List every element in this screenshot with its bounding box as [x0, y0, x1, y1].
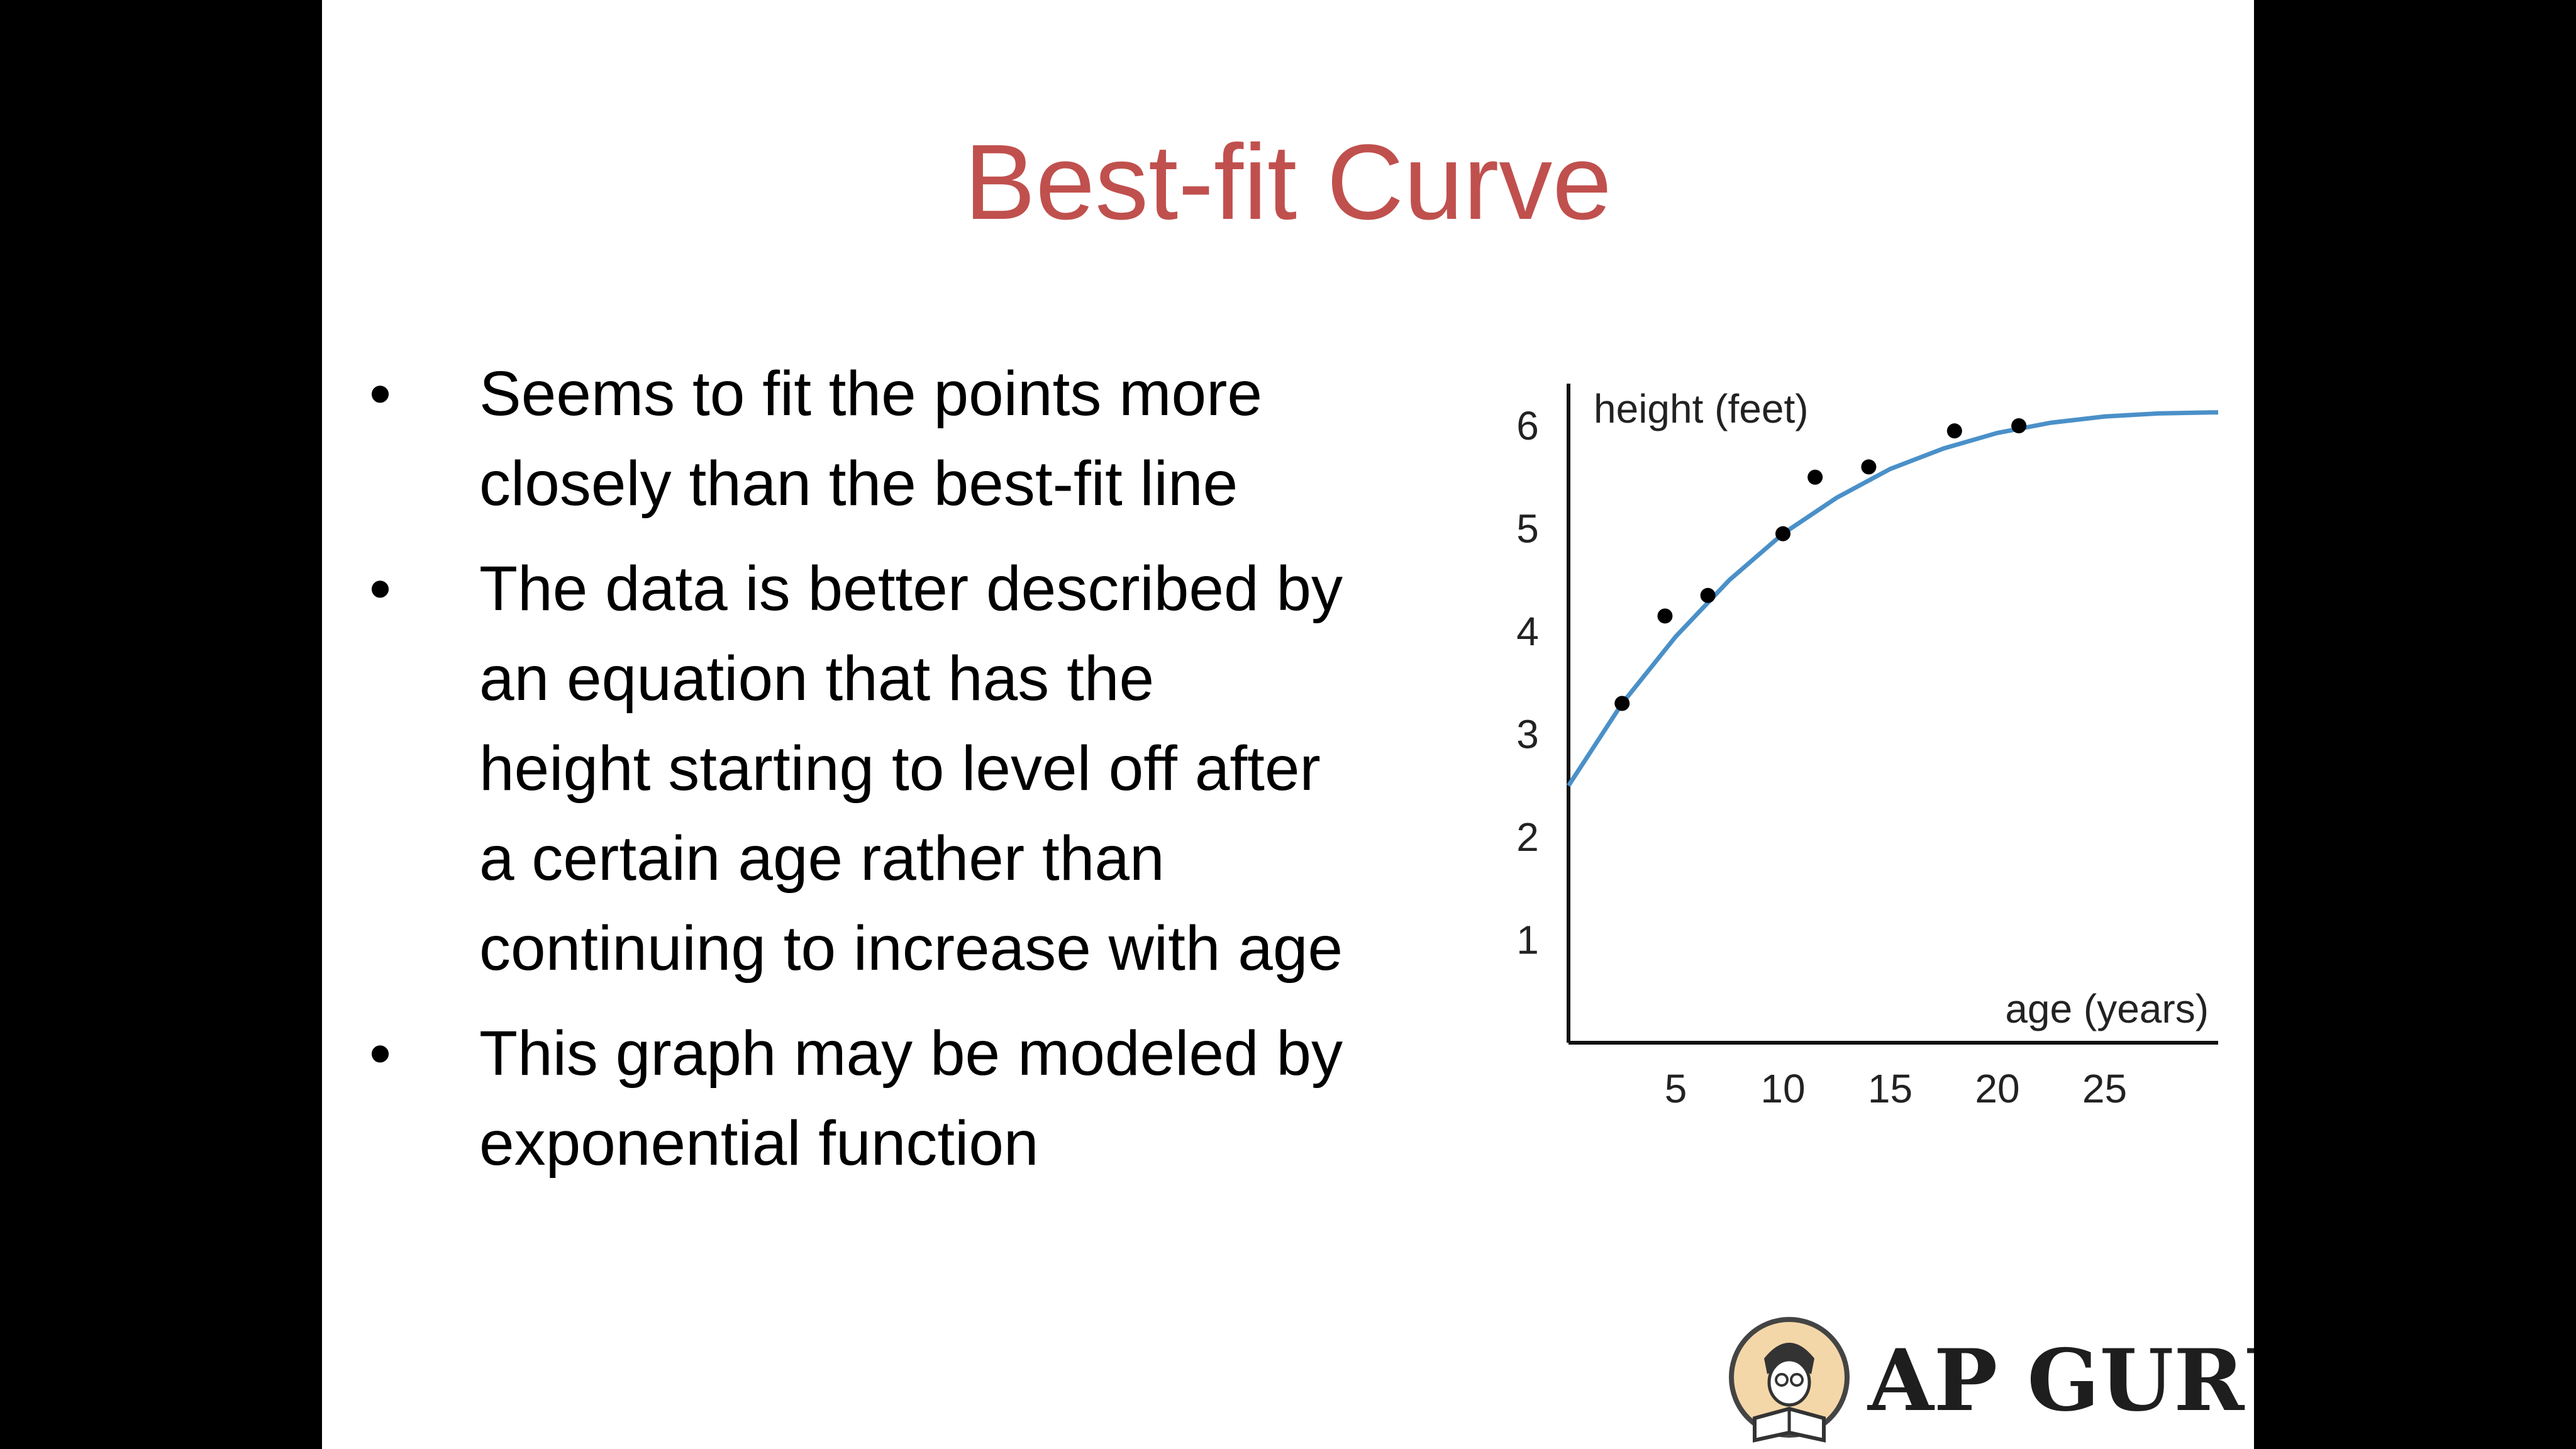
bullet-item: • The data is better described by an equ…: [369, 544, 1753, 994]
x-tick-label: 5: [1665, 1066, 1687, 1111]
bullet-line: The data is better described by: [479, 553, 1343, 624]
y-tick-label: 2: [1516, 814, 1539, 860]
bullet-dot: •: [369, 1018, 392, 1089]
bullet-item: • Seems to fit the points more closely t…: [369, 349, 1753, 529]
bullet-dot: •: [369, 358, 392, 429]
y-tick-label: 5: [1516, 506, 1539, 552]
data-point: [1807, 469, 1823, 485]
logo-text: AP GURU: [1868, 1330, 2254, 1430]
x-tick-label: 25: [2082, 1066, 2127, 1111]
y-tick-label: 4: [1516, 609, 1539, 654]
y-tick-label: 6: [1516, 403, 1539, 448]
data-point: [1614, 696, 1630, 711]
y-tick-label: 1: [1516, 918, 1539, 963]
reading-student-icon: [1729, 1317, 1850, 1443]
data-point: [1700, 587, 1716, 603]
x-tick-label: 20: [1975, 1066, 2019, 1111]
best-fit-curve: [1567, 410, 2218, 787]
x-axis-label: age (years): [2005, 986, 2209, 1031]
bullet-line: closely than the best-fit line: [479, 448, 1238, 519]
data-point: [1775, 526, 1790, 541]
y-axis-label: height (feet): [1594, 386, 1809, 431]
best-fit-chart: 5 10 15 20 25 1 2 3 4 5 6 height (feet) age (years…: [1516, 384, 2218, 1111]
bullet-line: This graph may be modeled by: [479, 1018, 1343, 1089]
x-tick-label: 10: [1760, 1066, 1805, 1111]
ap-guru-logo: AP GURU: [1726, 1308, 2254, 1449]
bullet-line: exponential function: [479, 1108, 1039, 1179]
data-point: [1657, 608, 1673, 624]
data-points: [1614, 418, 2027, 711]
data-point: [1861, 459, 1877, 475]
y-tick-label: 3: [1516, 712, 1539, 757]
slide: Best-fit Curve • Seems to fit the points…: [322, 0, 2254, 1449]
bullet-line: a certain age rather than: [479, 823, 1165, 894]
bullet-line: an equation that has the: [479, 643, 1155, 714]
data-point: [2011, 418, 2027, 433]
chart-axes: [1567, 384, 2218, 1045]
slide-title: Best-fit Curve: [964, 123, 1612, 242]
bullet-line: Seems to fit the points more: [479, 358, 1263, 429]
bullet-item: • This graph may be modeled by exponenti…: [369, 1009, 1753, 1189]
bullet-dot: •: [369, 553, 392, 624]
data-point: [1946, 423, 1962, 439]
bullet-line: height starting to level off after: [479, 733, 1321, 804]
chart-tick-labels: 5 10 15 20 25 1 2 3 4 5 6: [1516, 403, 2127, 1111]
bullet-line: continuing to increase with age: [479, 913, 1343, 984]
bullet-list: • Seems to fit the points more closely t…: [369, 349, 1753, 1204]
x-tick-label: 15: [1868, 1066, 1913, 1111]
